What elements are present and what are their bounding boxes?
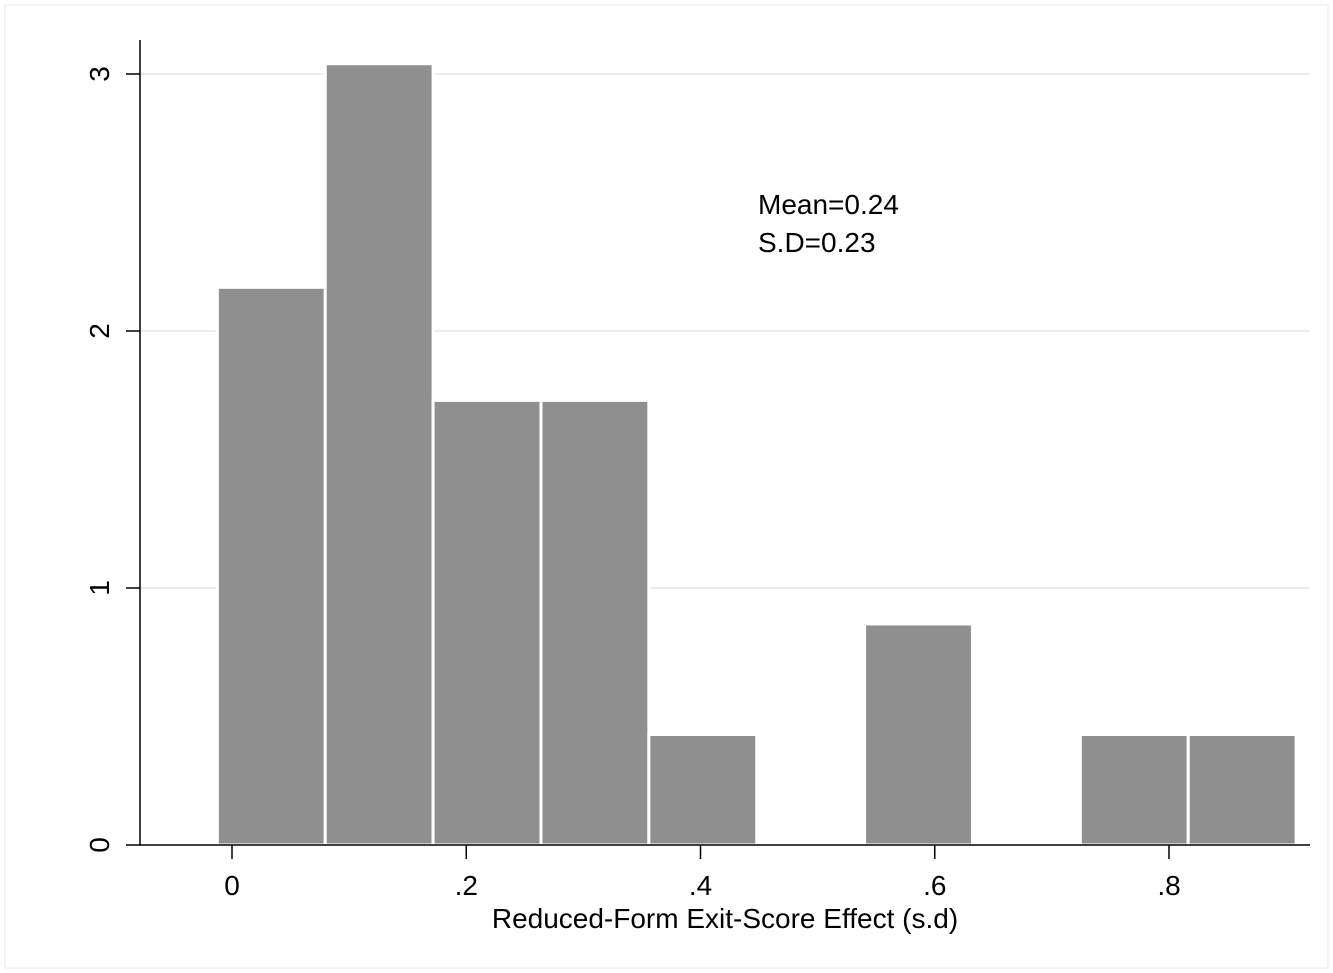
histogram-bar-10 [1186,732,1298,847]
y-axis-ticks: 0 1 2 3 [84,66,140,853]
annotation-mean: Mean=0.24 [758,189,899,220]
y-tick-label-2: 2 [84,323,115,339]
histogram-bar-1 [215,285,327,847]
histogram-bar-2 [323,62,435,847]
y-tick-label-0: 0 [84,837,115,853]
x-tick-label-0: 0 [224,870,240,901]
x-tick-label-4: .8 [1157,870,1180,901]
outer-border [4,4,1329,969]
histogram-bar-5 [647,732,759,847]
x-tick-label-2: .4 [689,870,712,901]
histogram-bar-4 [539,398,651,847]
y-tick-label-3: 3 [84,66,115,82]
annotation-sd: S.D=0.23 [758,227,876,258]
x-axis-label: Reduced-Form Exit-Score Effect (s.d) [492,903,958,934]
x-axis-ticks: 0 .2 .4 .6 .8 [224,845,1181,901]
histogram-bars [215,62,1298,847]
y-tick-label-1: 1 [84,580,115,596]
histogram-bar-9 [1078,732,1190,847]
histogram-bar-3 [431,398,543,847]
histogram-bar-7 [863,622,974,847]
x-tick-label-3: .6 [923,870,946,901]
x-tick-label-1: .2 [455,870,478,901]
